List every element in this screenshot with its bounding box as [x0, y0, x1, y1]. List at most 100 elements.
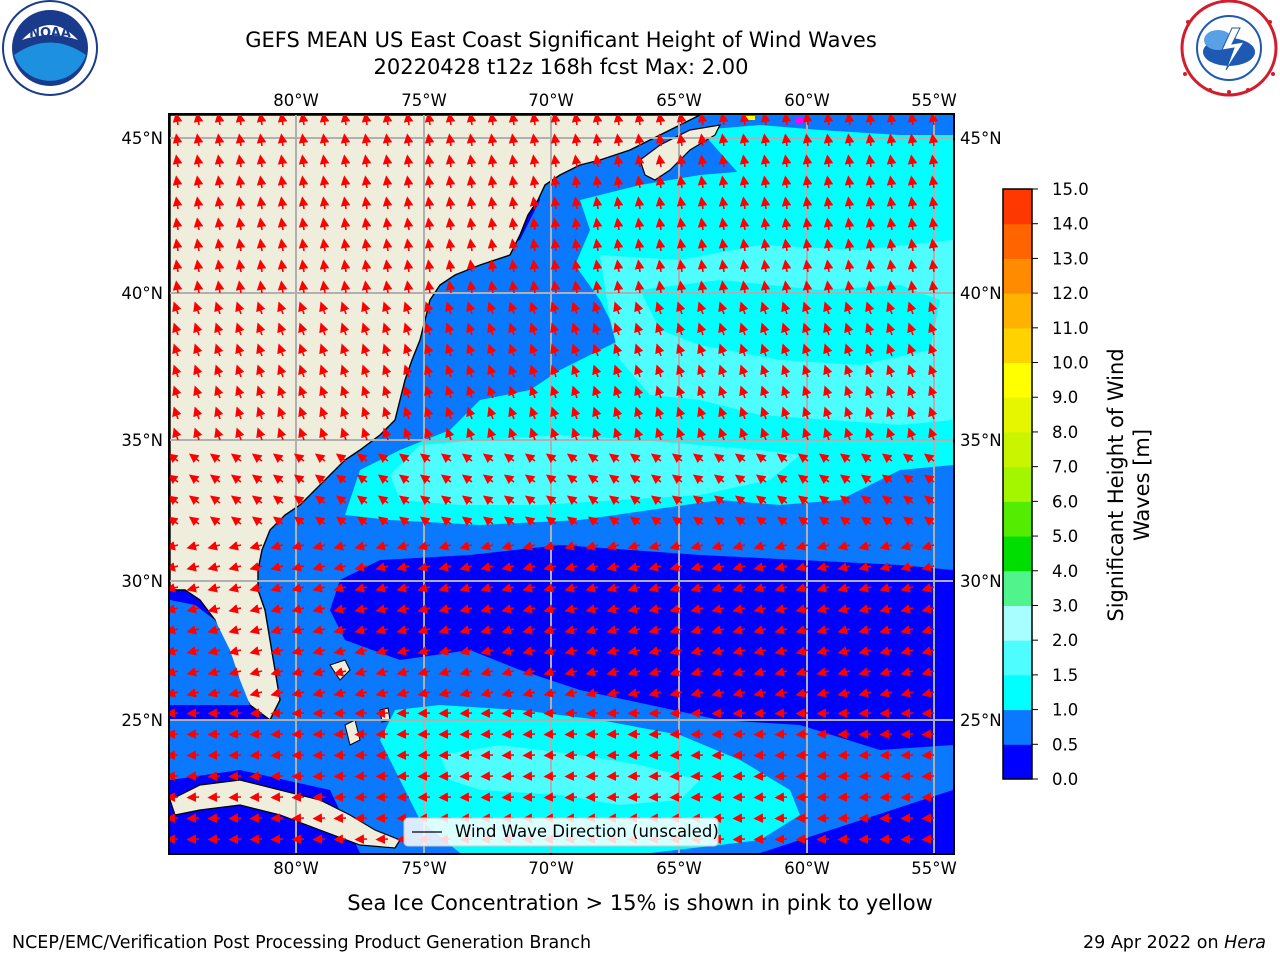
- wind-arrow: [487, 406, 497, 420]
- wind-arrow: [676, 385, 686, 399]
- wind-arrow: [438, 625, 452, 635]
- wind-arrow: [361, 301, 371, 315]
- wind-arrow: [186, 708, 200, 718]
- colorbar-tick-label: 13.0: [1052, 249, 1089, 268]
- wind-arrow: [249, 834, 263, 844]
- wind-arrow: [713, 453, 725, 464]
- wind-arrow: [382, 301, 392, 315]
- wind-arrow: [298, 280, 309, 294]
- wind-arrow: [928, 259, 939, 273]
- wind-arrow: [403, 343, 413, 357]
- wind-arrow: [207, 667, 221, 677]
- wind-arrow: [377, 474, 389, 485]
- wind-arrow: [564, 771, 578, 781]
- wind-arrow: [844, 364, 854, 378]
- wind-arrow: [256, 196, 267, 210]
- wind-arrow: [291, 646, 305, 656]
- colorbar-tick-label: 1.0: [1052, 701, 1078, 720]
- wind-arrow: [256, 154, 267, 168]
- wind-arrow: [739, 238, 750, 252]
- wind-arrow: [543, 625, 557, 635]
- wind-arrow: [655, 364, 665, 378]
- wind-arrow: [382, 196, 393, 210]
- wind-arrow: [277, 238, 288, 252]
- wind-arrow: [529, 406, 539, 420]
- wind-arrow: [508, 175, 519, 189]
- wind-arrow: [692, 516, 704, 527]
- wind-arrow: [270, 562, 284, 572]
- wind-arrow: [795, 708, 809, 718]
- wind-arrow: [655, 259, 666, 273]
- wind-arrow: [319, 175, 330, 189]
- wind-arrow: [774, 583, 788, 593]
- lon-label: 80°W: [273, 91, 319, 110]
- wind-arrow: [340, 427, 350, 441]
- wind-arrow: [818, 453, 830, 464]
- wind-arrow: [837, 583, 851, 593]
- wind-arrow: [382, 343, 392, 357]
- wind-arrow: [335, 453, 347, 464]
- wind-arrow: [314, 474, 326, 485]
- wind-arrow: [550, 259, 561, 273]
- wind-arrow: [921, 834, 935, 844]
- wind-arrow: [823, 259, 834, 273]
- wind-arrow: [529, 364, 539, 378]
- wind-arrow: [214, 115, 225, 126]
- wind-arrow: [879, 792, 893, 802]
- wind-arrow: [592, 364, 602, 378]
- wind-arrow: [375, 834, 389, 844]
- wind-arrow: [522, 625, 536, 635]
- wind-arrow: [333, 771, 347, 781]
- date-text: 29 Apr 2022 on: [1082, 933, 1219, 953]
- wind-arrow: [524, 495, 536, 506]
- wind-arrow: [753, 792, 767, 802]
- wind-arrow: [676, 175, 687, 189]
- wind-arrow: [613, 133, 624, 147]
- wind-arrow: [732, 625, 746, 635]
- wind-arrow: [398, 453, 410, 464]
- wind-arrow: [928, 385, 938, 399]
- wind-arrow: [690, 667, 704, 677]
- wind-arrow: [508, 343, 518, 357]
- colorbar-segment: [1003, 674, 1032, 711]
- wind-arrow: [564, 688, 578, 698]
- wind-arrow: [461, 495, 473, 506]
- wind-arrow: [256, 322, 266, 336]
- wind-arrow: [417, 729, 431, 739]
- wind-arrow: [445, 238, 456, 252]
- wind-arrow: [690, 792, 704, 802]
- wind-arrow: [251, 453, 263, 464]
- wind-arrow: [655, 217, 666, 231]
- wind-arrow: [606, 792, 620, 802]
- wind-arrow: [865, 343, 875, 357]
- wind-arrow: [466, 385, 476, 399]
- wind-arrow: [170, 646, 179, 656]
- wind-arrow: [634, 259, 645, 273]
- wind-arrow: [256, 217, 267, 231]
- wind-arrow: [739, 133, 750, 147]
- wind-arrow: [354, 708, 368, 718]
- wind-wave-arrows: [170, 115, 939, 844]
- wind-arrow: [438, 688, 452, 698]
- wind-arrow: [606, 583, 620, 593]
- wind-arrow: [858, 729, 872, 739]
- wind-arrow: [634, 343, 644, 357]
- wind-arrow: [508, 406, 518, 420]
- wind-arrow: [382, 115, 393, 126]
- wind-arrow: [844, 133, 855, 147]
- lat-label: 40°N: [121, 284, 163, 303]
- colorbar-segment: [1003, 258, 1032, 294]
- wind-arrow: [312, 729, 326, 739]
- wind-arrow: [781, 427, 791, 441]
- wind-arrow: [886, 322, 896, 336]
- wind-arrow: [272, 453, 284, 464]
- wind-arrow: [802, 427, 812, 441]
- wind-arrow: [501, 541, 515, 551]
- wind-arrow: [277, 175, 288, 189]
- wind-arrow: [319, 115, 330, 126]
- wind-arrow: [186, 583, 200, 593]
- wind-arrow: [382, 217, 393, 231]
- wind-arrow: [585, 708, 599, 718]
- wind-arrow: [461, 474, 473, 485]
- wind-arrow: [487, 385, 497, 399]
